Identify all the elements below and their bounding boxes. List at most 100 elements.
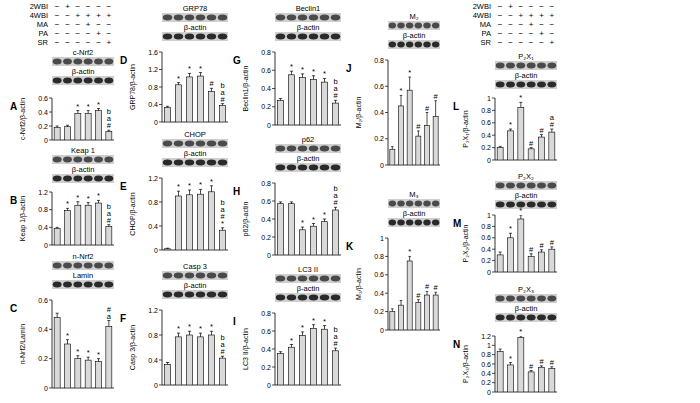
blot-band (506, 296, 515, 302)
blot-band (506, 183, 515, 189)
bar (528, 257, 534, 272)
blot-band (185, 160, 194, 166)
blot-band (432, 23, 439, 29)
significance-mark: # (220, 347, 225, 356)
y-tick (492, 249, 495, 250)
error-bar (334, 207, 337, 210)
blot-band (218, 34, 227, 40)
error-bar (199, 73, 202, 77)
y-tick-label: 0.8 (481, 107, 491, 114)
blot-label: Keap 1 (71, 146, 95, 155)
blot-band (174, 34, 183, 40)
blot-band (287, 146, 296, 152)
condition-mark: − (539, 2, 544, 11)
panel-letter: N (453, 339, 460, 350)
blot-band (415, 220, 422, 226)
bar (433, 295, 438, 330)
error-bar (509, 129, 512, 131)
error-bar (334, 100, 337, 103)
blot-label: c-Nrf2 (73, 48, 93, 57)
blot-band (84, 282, 93, 288)
condition-mark: − (75, 29, 80, 38)
y-tick (159, 87, 162, 88)
significance-mark: * (97, 100, 100, 109)
significance-mark: * (210, 177, 213, 186)
blot-band (320, 295, 329, 301)
error-bar (301, 74, 304, 78)
error-bar (87, 357, 90, 360)
panel: Cn-Nrf2Laminn-Nrf2/Lamin00.20.40.6****#a (10, 252, 114, 392)
condition-mark: − (96, 2, 101, 11)
blot-background (52, 174, 114, 183)
condition-mark: − (65, 11, 70, 20)
blot-band (397, 42, 404, 48)
bar (518, 107, 524, 160)
condition-mark: − (508, 20, 513, 29)
y-tick-label: 0.6 (261, 67, 271, 74)
blot-background (388, 199, 440, 208)
y-tick (385, 330, 388, 331)
error-bar (323, 219, 326, 222)
y-tick-label: 0 (154, 382, 158, 389)
error-bar (66, 208, 69, 210)
blot-band (406, 23, 413, 29)
condition-mark: + (549, 38, 554, 47)
marks (54, 109, 112, 141)
bar (106, 132, 112, 140)
error-bar (290, 345, 293, 348)
y-tick-label: 0.8 (481, 223, 491, 230)
blot-band (547, 315, 556, 321)
significance-mark: * (519, 206, 522, 215)
y-tick (272, 125, 275, 126)
condition-label: 4WBI (473, 11, 491, 20)
blot-label: β-actin (515, 71, 538, 80)
condition-mark: + (106, 11, 111, 20)
y-tick (49, 227, 52, 228)
significance-mark: # (425, 282, 430, 291)
blot-label: β-actin (184, 23, 207, 32)
blot-background (162, 13, 228, 22)
blot-band (506, 202, 515, 208)
y-tick (272, 237, 275, 238)
y-tick-label: 0.2 (481, 257, 491, 264)
y-tick (272, 106, 275, 107)
error-bar (550, 367, 553, 369)
blot-band (496, 202, 505, 208)
panel: FCasp 3β-actinCasp 3/β-actin00.40.81.2**… (120, 262, 228, 389)
bar (186, 195, 192, 250)
blot-band (309, 34, 318, 40)
blot-background (495, 313, 557, 322)
bar (288, 204, 294, 255)
marks (497, 102, 555, 160)
blot-background (495, 294, 557, 303)
x-axis-line (388, 165, 440, 166)
blot-band (320, 146, 329, 152)
y-tick (49, 140, 52, 141)
blot-label: p62 (302, 135, 315, 144)
blot-band (298, 295, 307, 301)
significance-mark: * (301, 65, 304, 74)
blot-background (162, 32, 228, 41)
condition-mark: + (65, 2, 70, 11)
blot-band (298, 34, 307, 40)
error-bar (76, 202, 79, 206)
y-tick (492, 364, 495, 365)
condition-mark: − (508, 11, 513, 20)
blot-band (547, 202, 556, 208)
bar (390, 149, 395, 165)
bar (299, 336, 305, 386)
panel-letter: C (10, 303, 17, 314)
blot-label: β-actin (515, 304, 538, 313)
blot-band (331, 34, 340, 40)
blot-band (185, 292, 194, 298)
y-tick (272, 219, 275, 220)
y-tick-label: 1.6 (148, 49, 158, 56)
blot-background (275, 13, 341, 22)
blot-band (331, 295, 340, 301)
error-bar (509, 363, 512, 365)
error-bar (188, 190, 191, 195)
blot-band (207, 160, 216, 166)
panel: BKeap 1β-actinKeap 1/β-actin00.40.81.2**… (10, 146, 114, 249)
y-tick (492, 237, 495, 238)
y-tick (159, 178, 162, 179)
